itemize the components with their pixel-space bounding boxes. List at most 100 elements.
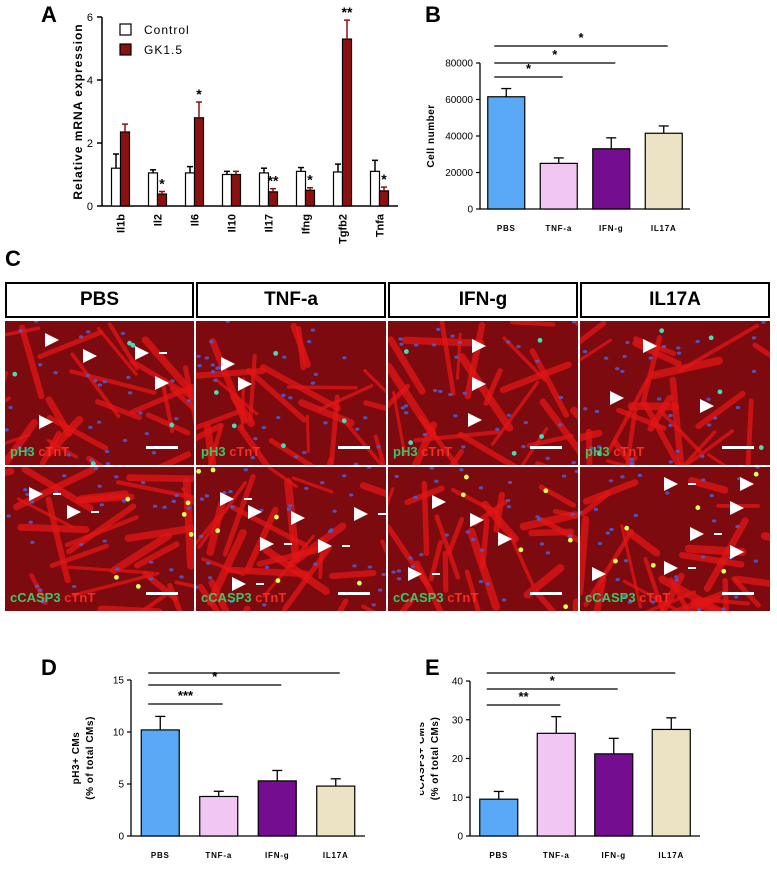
arrowhead-marker: [690, 527, 722, 541]
dapi-nucleus: [735, 405, 741, 410]
dapi-nucleus: [676, 351, 682, 355]
dapi-nucleus: [179, 575, 184, 579]
bar-gk15-il17: [267, 191, 279, 207]
cardiomyocyte-fiber: [196, 367, 266, 379]
stain-red-label: cTnT: [255, 590, 287, 605]
comparison-label: ***: [178, 688, 194, 703]
arrowhead-marker: [232, 577, 264, 591]
x-tick-label: IFN-g: [265, 851, 289, 860]
panel-letter-e: E: [425, 655, 440, 680]
dapi-nucleus: [583, 407, 588, 411]
dapi-nucleus: [72, 584, 77, 589]
cardiomyocyte-fiber: [583, 479, 639, 505]
cardiomyocyte-fiber: [45, 396, 73, 437]
cardiomyocyte-fiber: [329, 569, 377, 580]
cardiomyocyte-fiber: [248, 353, 257, 422]
cardiomyocyte-fiber: [196, 408, 243, 431]
cardiomyocyte-fiber: [337, 598, 349, 611]
panel-letter-d: D: [41, 655, 57, 680]
cardiomyocyte-fiber: [97, 605, 163, 611]
dapi-nucleus: [623, 559, 629, 563]
dapi-nucleus: [230, 505, 235, 509]
cardiomyocyte-fiber: [622, 579, 683, 611]
x-tick-label: IFN-g: [602, 851, 626, 860]
bar-tnfa: [199, 795, 239, 837]
dapi-nucleus: [701, 478, 706, 482]
dapi-nucleus: [66, 453, 72, 457]
bar-control-tgfb2: [332, 171, 344, 207]
dapi-nucleus: [288, 396, 293, 400]
dapi-nucleus: [580, 510, 583, 514]
marker-positive-cell: [185, 500, 191, 506]
dapi-nucleus: [122, 438, 128, 443]
cardiomyocyte-fiber: [286, 385, 358, 390]
cardiomyocyte-fiber: [169, 386, 194, 413]
y-axis-title-line1: pH3+ CMs: [71, 732, 82, 785]
dapi-nucleus: [450, 334, 455, 338]
arrowhead-marker: [318, 539, 350, 553]
arrowhead-marker: [45, 333, 59, 347]
cardiomyocyte-fiber: [722, 577, 729, 611]
cardiomyocyte-fiber: [29, 573, 48, 606]
dapi-nucleus: [571, 461, 576, 465]
dapi-nucleus: [396, 569, 402, 573]
arrowhead-marker: [592, 567, 606, 581]
dapi-nucleus: [97, 484, 102, 488]
dapi-nucleus: [210, 363, 215, 367]
x-tick-label: Il6: [190, 214, 202, 226]
dapi-nucleus: [601, 597, 606, 601]
dapi-nucleus: [751, 336, 757, 340]
stain-red-label: cTnT: [639, 590, 671, 605]
significance-marker: **: [342, 5, 353, 20]
stain-green-label: cCASP3: [393, 590, 444, 605]
dapi-nucleus: [485, 582, 491, 586]
dapi-nucleus: [38, 588, 43, 592]
dapi-nucleus: [363, 416, 368, 420]
dapi-nucleus: [306, 340, 312, 344]
dapi-nucleus: [204, 494, 210, 498]
cardiomyocyte-fiber: [115, 480, 194, 500]
dapi-nucleus: [394, 474, 399, 479]
arrowhead-marker: [700, 399, 714, 413]
dapi-nucleus: [310, 381, 316, 385]
stain-red-label: cTnT: [447, 590, 479, 605]
cardiomyocyte-fiber: [464, 569, 481, 611]
dapi-nucleus: [391, 570, 396, 574]
marker-positive-cell: [539, 434, 544, 439]
cardiomyocyte-fiber: [291, 476, 334, 494]
dapi-nucleus: [735, 524, 740, 529]
marker-positive-cell: [90, 461, 96, 465]
cardiomyocyte-fiber: [606, 459, 630, 465]
arrowhead-marker: [29, 487, 61, 501]
dapi-nucleus: [243, 468, 248, 472]
dapi-nucleus: [457, 340, 463, 345]
dapi-nucleus: [536, 517, 542, 521]
micrograph-ph3-pbs: pH3 cTnT: [5, 321, 194, 465]
marker-positive-cell: [12, 371, 18, 377]
micrograph-ccasp3-pbs: cCASP3 cTnT: [5, 467, 194, 611]
dapi-nucleus: [712, 416, 718, 420]
marker-positive-cell: [511, 450, 517, 456]
cardiomyocyte-fiber: [519, 511, 578, 531]
arrowhead-marker: [155, 376, 169, 390]
dapi-nucleus: [105, 461, 111, 465]
scale-bar: [722, 592, 754, 595]
dapi-nucleus: [25, 448, 30, 453]
dapi-nucleus: [695, 339, 700, 344]
dapi-nucleus: [675, 449, 680, 453]
cardiomyocyte-fiber: [658, 575, 727, 611]
dapi-nucleus: [174, 417, 179, 421]
y-tick-label: 5: [118, 780, 124, 791]
bar-gk15-il10: [230, 173, 242, 207]
scale-bar: [338, 592, 370, 595]
stain-green-label: pH3: [393, 444, 418, 459]
dapi-nucleus: [93, 379, 98, 383]
arrowhead-marker: [472, 377, 486, 391]
bar-pbs: [140, 729, 180, 837]
dapi-nucleus: [665, 491, 670, 495]
marker-positive-cell: [215, 528, 221, 534]
cardiomyocyte-fiber: [402, 336, 485, 347]
bar-control-tnfa: [369, 170, 381, 207]
cardiomyocyte-fiber: [207, 423, 224, 465]
dapi-nucleus: [650, 600, 656, 604]
